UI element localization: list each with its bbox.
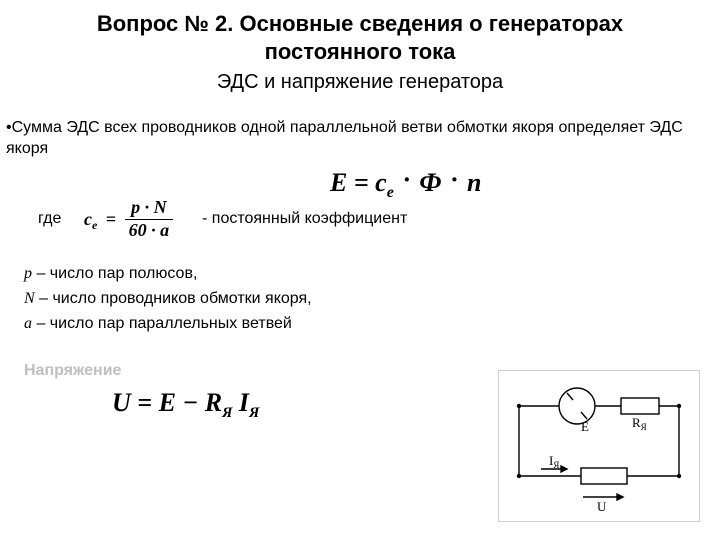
diag-I-label: IЯ bbox=[549, 453, 559, 470]
def-N: N – число проводников обмотки якоря, bbox=[24, 287, 312, 312]
def-p: p – число пар полюсов, bbox=[24, 262, 312, 287]
ce-sub: e bbox=[92, 218, 97, 232]
equals-2: = bbox=[137, 388, 158, 417]
title-line2: постоянного тока bbox=[265, 39, 456, 64]
volt-R-sub: Я bbox=[222, 405, 232, 421]
dot2: · bbox=[448, 165, 461, 194]
formula-emf-c-sub: e bbox=[387, 184, 394, 201]
formula-emf-E: E bbox=[330, 168, 347, 197]
diag-R-label: RЯ bbox=[632, 415, 647, 432]
ce-eq: = bbox=[102, 209, 120, 230]
formula-emf-c: c bbox=[375, 168, 387, 197]
formula-voltage: U = E − RЯ IЯ bbox=[112, 388, 259, 418]
circuit-svg: E RЯ IЯ U bbox=[499, 371, 699, 521]
volt-U: U bbox=[112, 388, 131, 417]
slide-title: Вопрос № 2. Основные сведения о генерато… bbox=[0, 0, 720, 65]
volt-R: R bbox=[205, 388, 222, 417]
formula-emf: E = ce · Ф · n bbox=[330, 168, 481, 198]
formula-emf-n: n bbox=[467, 168, 481, 197]
bullet-item: •Сумма ЭДС всех проводников одной паралл… bbox=[6, 118, 710, 160]
volt-I: I bbox=[239, 388, 249, 417]
definitions: p – число пар полюсов, N – число проводн… bbox=[24, 262, 312, 336]
formula-ce: ce = p · N 60 · a bbox=[84, 198, 173, 241]
title-line1: Вопрос № 2. Основные сведения о генерато… bbox=[97, 11, 623, 36]
minus: − bbox=[182, 388, 204, 417]
slide-subtitle: ЭДС и напряжение генератора bbox=[0, 71, 720, 94]
ce-den: 60 · a bbox=[125, 220, 174, 241]
coef-label: - постоянный коэффициент bbox=[202, 210, 407, 228]
ce-sym: c bbox=[84, 209, 92, 229]
circuit-diagram: E RЯ IЯ U bbox=[498, 370, 700, 522]
bullet-text: Сумма ЭДС всех проводников одной паралле… bbox=[6, 119, 683, 157]
voltage-label: Напряжение bbox=[24, 362, 121, 380]
where-label: где bbox=[38, 210, 61, 228]
def-a: a – число пар параллельных ветвей bbox=[24, 312, 312, 337]
ce-num: p · N bbox=[125, 198, 174, 220]
diag-E-label: E bbox=[581, 419, 589, 434]
ce-ratio: p · N 60 · a bbox=[125, 198, 174, 241]
diag-U-label: U bbox=[597, 499, 607, 514]
formula-ce-lhs: ce bbox=[84, 209, 97, 230]
dot1: · bbox=[400, 165, 413, 194]
volt-I-sub: Я bbox=[249, 405, 259, 421]
volt-E: E bbox=[159, 388, 176, 417]
equals-1: = bbox=[354, 168, 375, 197]
formula-emf-phi: Ф bbox=[419, 168, 441, 197]
